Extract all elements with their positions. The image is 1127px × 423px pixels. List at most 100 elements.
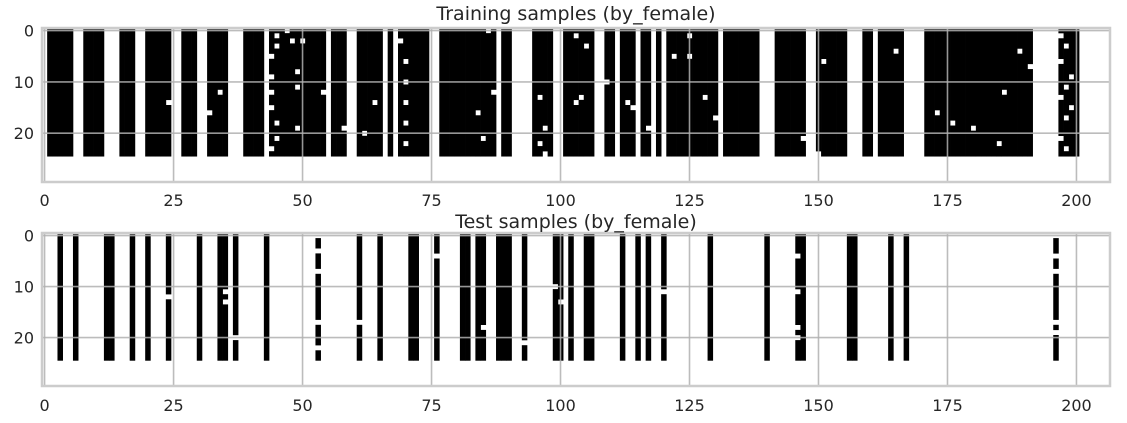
grid-lines <box>42 233 1110 386</box>
heatmap-cell <box>1017 53 1023 157</box>
heatmap-cell <box>372 28 378 101</box>
heatmap-cell <box>1053 238 1059 254</box>
heatmap-cell <box>929 28 935 157</box>
heatmap-cell <box>398 28 404 39</box>
heatmap-cell <box>1006 28 1013 157</box>
heatmap-cell <box>841 28 848 157</box>
heatmap-cell <box>671 58 677 157</box>
heatmap-cell <box>83 28 89 157</box>
heatmap-cell <box>165 28 172 101</box>
heatmap-cell <box>846 233 853 361</box>
heatmap-cell <box>532 28 538 157</box>
heatmap-cell <box>191 28 198 157</box>
heatmap-cell <box>62 28 69 157</box>
axes-frame <box>40 26 1112 184</box>
heatmap-cell <box>960 28 966 157</box>
heatmap-cell <box>795 258 801 290</box>
heatmap-cell <box>996 28 1002 142</box>
heatmap-cell <box>145 233 151 361</box>
heatmap-cell <box>274 38 280 44</box>
heatmap-cell <box>898 28 904 157</box>
heatmap-cell <box>243 28 249 157</box>
heatmap-cell <box>965 28 972 157</box>
heatmap-cell <box>232 233 239 336</box>
heatmap-cell <box>269 94 275 106</box>
heatmap-cell <box>413 28 419 157</box>
heatmap-cell <box>294 89 301 126</box>
y-tick-label: 0 <box>24 22 34 41</box>
heatmap-cell <box>372 105 378 157</box>
heatmap-cell <box>341 130 347 157</box>
heatmap-cell <box>222 233 229 290</box>
heatmap-cell <box>800 233 806 361</box>
heatmap-cell <box>779 28 786 157</box>
heatmap-cell <box>1063 48 1070 85</box>
heatmap-cell <box>568 233 574 361</box>
heatmap-cell <box>955 28 961 157</box>
heatmap-cell <box>403 28 409 59</box>
heatmap-cell <box>155 28 162 157</box>
heatmap-cell <box>315 253 321 269</box>
heatmap-cell <box>1053 335 1059 361</box>
heatmap-cell <box>269 79 275 90</box>
heatmap-cell <box>165 299 172 361</box>
heatmap-cell <box>465 28 471 157</box>
heatmap-cell <box>563 28 569 157</box>
heatmap-cell <box>284 33 290 157</box>
heatmap-cell <box>552 289 559 361</box>
y-tick-label: 20 <box>14 329 34 348</box>
test-title: Test samples (by_female) <box>454 211 697 233</box>
x-tick-label: 150 <box>803 396 834 415</box>
heatmap-cell <box>367 28 373 157</box>
heatmap-cell <box>939 28 946 157</box>
heatmap-cell <box>784 28 791 157</box>
heatmap-cell <box>57 233 63 361</box>
heatmap-cells <box>47 28 1080 157</box>
heatmap-cell <box>733 28 739 157</box>
heatmap-cell <box>619 233 626 361</box>
heatmap-cell <box>578 28 585 95</box>
heatmap-cell <box>583 48 590 157</box>
heatmap-cell <box>645 130 652 157</box>
heatmap-cell <box>970 130 977 157</box>
heatmap-cell <box>862 28 868 157</box>
heatmap-cell <box>645 28 652 126</box>
heatmap-cell <box>666 28 672 157</box>
heatmap-cell <box>790 28 796 157</box>
heatmap-cell <box>893 28 899 49</box>
heatmap-cell <box>609 28 616 157</box>
heatmap-cell <box>67 28 74 157</box>
heatmap-cell <box>1058 63 1064 95</box>
heatmap-cell <box>1063 151 1070 157</box>
heatmap-cell <box>795 28 801 157</box>
heatmap-cell <box>1027 69 1033 157</box>
heatmap-cell <box>217 94 223 157</box>
heatmap-cell <box>573 38 579 101</box>
heatmap-cell <box>470 28 476 157</box>
heatmap-cell <box>165 105 172 157</box>
heatmap-cell <box>625 105 631 157</box>
heatmap-cell <box>630 28 636 106</box>
heatmap-cell <box>795 329 801 336</box>
heatmap-cell <box>707 28 714 157</box>
heatmap-cell <box>403 84 409 101</box>
heatmap-cell <box>754 28 760 157</box>
heatmap-cell <box>583 233 590 361</box>
heatmap-cell <box>150 28 156 157</box>
heatmap-cell <box>1058 38 1064 59</box>
heatmap-cell <box>160 28 167 157</box>
heatmap-cell <box>222 304 229 361</box>
heatmap-cell <box>1011 28 1018 157</box>
heatmap-cell <box>408 233 414 361</box>
heatmap-cell <box>217 28 223 90</box>
heatmap-cell <box>836 28 843 157</box>
heatmap-cell <box>888 28 894 157</box>
heatmap-cell <box>490 94 497 157</box>
heatmap-cell <box>145 28 151 157</box>
heatmap-cell <box>408 28 414 157</box>
heatmap-cell <box>1063 89 1070 116</box>
heatmap-cell <box>449 28 456 157</box>
heatmap-cell <box>1053 258 1059 269</box>
heatmap-cell <box>671 28 677 54</box>
